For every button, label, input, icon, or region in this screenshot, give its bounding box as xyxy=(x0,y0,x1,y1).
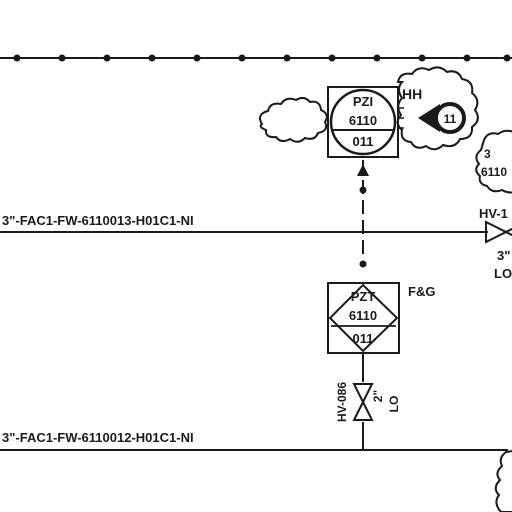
revision-cloud-bottom-right xyxy=(494,450,512,512)
valve-right-state: LO xyxy=(494,266,512,281)
bus-dots xyxy=(13,54,511,62)
upper-line-label: 3"-FAC1-FW-6110013-H01C1-NI xyxy=(2,213,194,228)
pzi-tag-mid: 6110 xyxy=(349,113,377,128)
fg-service-label: F&G xyxy=(408,284,435,299)
top-signal-bus xyxy=(0,54,512,62)
pzi-tag-bot: 011 xyxy=(353,134,374,149)
pzt-tag-mid: 6110 xyxy=(349,308,377,323)
upper-process-line[interactable]: 3"-FAC1-FW-6110013-H01C1-NI xyxy=(0,213,488,233)
valve-small-size: 2" xyxy=(371,390,385,402)
valve-small-state: LO xyxy=(387,396,401,413)
lower-process-line[interactable]: 3"-FAC1-FW-6110012-H01C1-NI xyxy=(0,430,508,451)
valve-right-tag: HV-1 xyxy=(479,206,508,221)
pzi-tag-top: PZI xyxy=(353,94,373,109)
offpage-right-line1: 3 xyxy=(484,147,491,161)
valve-hv-086[interactable]: HV-086 2" LO xyxy=(335,382,401,422)
lower-line-label: 3"-FAC1-FW-6110012-H01C1-NI xyxy=(2,430,194,445)
valve-small-tag: HV-086 xyxy=(335,382,349,422)
revision-cloud-left xyxy=(259,96,328,143)
pzi-indicator[interactable]: PZI 6110 011 xyxy=(327,86,399,158)
pzt-tag-bot: 011 xyxy=(353,331,374,346)
callout-11[interactable]: 11 xyxy=(418,102,466,134)
pzt-transmitter[interactable]: PZT 6110 011 xyxy=(327,282,400,354)
revision-cloud-right xyxy=(475,129,512,194)
pzt-tag-top: PZT xyxy=(351,289,376,304)
offpage-right-line2: 6110 xyxy=(481,165,507,179)
alarm-hh-label: HH xyxy=(402,86,422,102)
valve-hv-right[interactable]: HV-1 3" LO xyxy=(479,206,512,281)
impulse-line xyxy=(357,160,369,450)
alarm-connectors xyxy=(398,107,404,129)
callout-number: 11 xyxy=(444,112,457,126)
valve-right-size: 3" xyxy=(497,248,510,263)
